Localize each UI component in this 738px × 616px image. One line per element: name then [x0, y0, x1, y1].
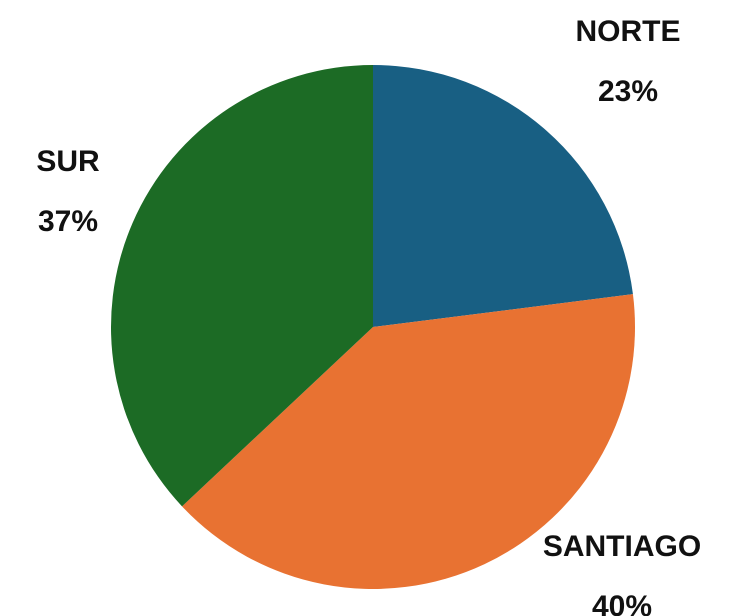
pie-slice — [182, 294, 636, 590]
pie-slice — [373, 65, 633, 327]
slice-value-label: 37% — [38, 205, 98, 238]
slice-category-label: SANTIAGO — [543, 530, 701, 563]
slice-category-label: NORTE — [576, 15, 681, 48]
pie-slice — [110, 64, 373, 507]
slice-value-label: 40% — [592, 590, 652, 616]
slice-category-label: SUR — [36, 145, 100, 178]
slice-value-label: 23% — [598, 75, 658, 108]
